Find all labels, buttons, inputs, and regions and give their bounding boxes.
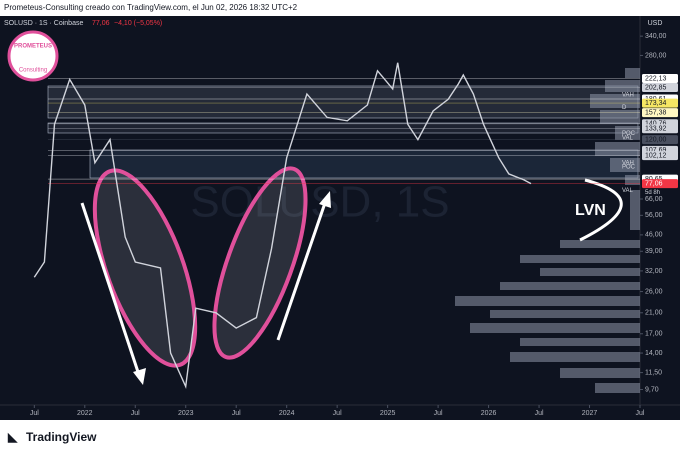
zone <box>89 149 639 179</box>
x-tick-label: Jul <box>535 410 544 417</box>
x-tick-label: 2024 <box>279 410 295 417</box>
countdown: 5d 8h <box>645 190 660 196</box>
x-tick-label: 2027 <box>582 410 598 417</box>
y-tick-label: 32,00 <box>645 268 663 275</box>
logo-bottom: Consulting <box>19 68 47 74</box>
y-tick-label: 11,50 <box>645 369 662 376</box>
y-tick-label: 56,00 <box>645 212 663 219</box>
symbol: SOLUSD · 1S · Coinbase <box>4 20 83 27</box>
level-label: 77,06 <box>645 180 663 187</box>
highlight-ellipse <box>212 166 308 360</box>
x-tick-label: 2025 <box>380 410 396 417</box>
y-tick-label: 66,00 <box>645 196 663 203</box>
y-tick-label: 17,00 <box>645 331 663 338</box>
lvn-curve <box>579 178 623 242</box>
y-tick-label: 26,00 <box>645 288 663 295</box>
footer-logo-mark: ◣ <box>7 430 18 444</box>
level-label: 102,12 <box>645 152 667 159</box>
level-box <box>642 98 678 108</box>
header: Prometeus-Consulting creado con TradingV… <box>4 3 298 12</box>
x-tick-label: 2023 <box>178 410 194 417</box>
x-tick-label: Jul <box>30 410 39 417</box>
level-tag: VAH <box>622 93 634 99</box>
y-tick-label: 9,70 <box>645 386 659 393</box>
logo <box>7 30 59 82</box>
level-tag: POC <box>622 165 636 171</box>
level-label: 173,34 <box>645 100 667 107</box>
x-tick-label: Jul <box>434 410 443 417</box>
change: −4,10 (−5,05%) <box>114 20 162 27</box>
level-tag: POC <box>622 131 636 137</box>
level-label: 140,76 <box>645 121 667 128</box>
y-tick-label: 46,00 <box>645 232 663 239</box>
level-box <box>642 73 678 83</box>
logo-top: PROMETEUS <box>14 44 52 50</box>
x-tick-label: 2026 <box>481 410 497 417</box>
level-label: 222,13 <box>645 75 667 82</box>
footer: TradingView <box>26 430 97 444</box>
x-tick-label: 2022 <box>77 410 93 417</box>
currency: USD <box>648 20 663 27</box>
zone <box>47 85 639 119</box>
y-tick-label: 21,00 <box>645 310 663 317</box>
level-label: 107,69 <box>645 147 667 154</box>
volume-profile <box>455 68 640 393</box>
level-tag: VAL <box>622 188 634 194</box>
level-box <box>642 135 678 145</box>
level-label: 120,00 <box>645 136 667 143</box>
arrow-head <box>319 191 331 208</box>
y-tick-label: 280,00 <box>645 52 667 59</box>
x-tick-label: Jul <box>131 410 140 417</box>
level-tag: D <box>622 105 627 111</box>
level-label: 202,85 <box>645 84 667 91</box>
x-tick-label: Jul <box>333 410 342 417</box>
level-tag: VAL <box>622 136 634 142</box>
last-price: 77,06 <box>92 20 110 27</box>
arrow <box>276 199 328 341</box>
zone <box>47 122 639 134</box>
level-box <box>642 179 678 189</box>
level-label: 133,92 <box>645 126 667 133</box>
x-tick-label: Jul <box>232 410 241 417</box>
y-tick-label: 14,00 <box>645 350 663 357</box>
annotation: LVN <box>575 202 606 219</box>
y-tick-label: 39,00 <box>645 248 663 255</box>
level-label: 157,38 <box>645 110 667 117</box>
x-tick-label: Jul <box>636 410 645 417</box>
footer-bar <box>0 420 680 455</box>
level-box <box>642 124 678 134</box>
price-line <box>33 62 532 390</box>
level-box <box>642 151 678 161</box>
level-box <box>642 82 678 92</box>
plot: 340,00 280,00 66,00 56,00 46,00 39,00 32,00 26,… <box>30 33 678 417</box>
y-tick-label: 340,00 <box>645 33 667 40</box>
level-box <box>642 108 678 118</box>
level-tag: VAH <box>622 160 634 166</box>
arrow-head <box>133 368 146 385</box>
arrow <box>80 202 142 379</box>
